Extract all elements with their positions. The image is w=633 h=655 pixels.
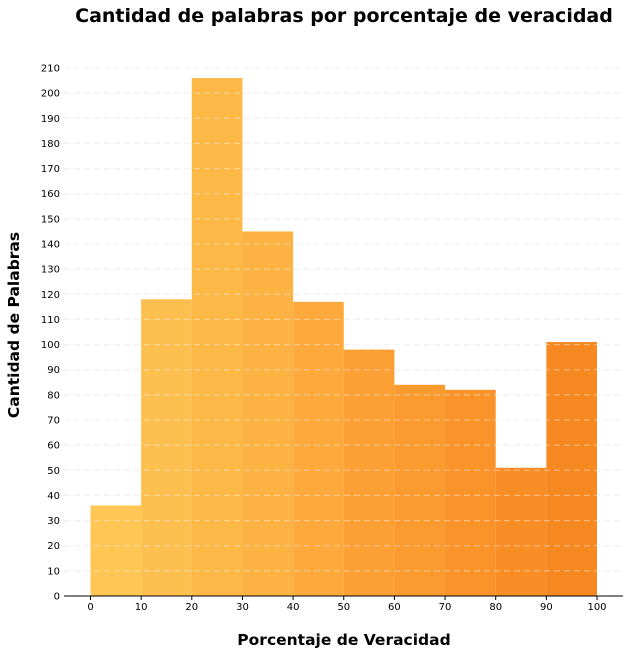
bar-0-10 <box>90 505 142 596</box>
x-tick-label-10: 10 <box>135 602 148 613</box>
x-axis-label: Porcentaje de Veracidad <box>237 631 450 649</box>
y-tick-label-50: 50 <box>47 466 60 477</box>
y-tick-label-210: 210 <box>41 64 60 75</box>
y-axis-label: Cantidad de Palabras <box>5 232 23 418</box>
bar-70-80 <box>445 389 496 596</box>
x-tick-label-70: 70 <box>439 602 452 613</box>
y-tick-label-130: 130 <box>41 265 60 276</box>
x-tick-label-50: 50 <box>337 602 350 613</box>
y-tick-label-10: 10 <box>47 566 60 577</box>
x-tick-label-90: 90 <box>540 602 553 613</box>
axes: 0 10 20 30 40 50 60 70 80 90 100 0 10 20 30 40 50 60 70 80 9… <box>41 64 623 613</box>
y-tick-label-120: 120 <box>41 290 60 301</box>
grid-lines-overlay <box>64 67 623 572</box>
bar-90-100 <box>546 342 597 596</box>
y-tick-label-180: 180 <box>41 139 60 150</box>
bar-30-40 <box>242 231 294 596</box>
y-tick-label-110: 110 <box>41 315 60 326</box>
x-tick-label-0: 0 <box>87 602 93 613</box>
y-tick-label-20: 20 <box>47 541 60 552</box>
y-tick-label-80: 80 <box>47 390 60 401</box>
y-tick-label-100: 100 <box>41 340 60 351</box>
y-tick-label-60: 60 <box>47 441 60 452</box>
y-tick-label-160: 160 <box>41 189 60 200</box>
y-tick-label-140: 140 <box>41 240 60 251</box>
x-tick-label-40: 40 <box>287 602 300 613</box>
x-tick-label-80: 80 <box>489 602 502 613</box>
bar-10-20 <box>141 299 192 596</box>
y-tick-label-30: 30 <box>47 516 60 527</box>
bar-80-90 <box>495 467 547 596</box>
bars <box>90 78 597 597</box>
y-tick-label-150: 150 <box>41 214 60 225</box>
y-tick-label-40: 40 <box>47 491 60 502</box>
x-tick-label-20: 20 <box>185 602 198 613</box>
x-tick-label-30: 30 <box>236 602 249 613</box>
y-tick-label-190: 190 <box>41 114 60 125</box>
y-tick-label-90: 90 <box>47 365 60 376</box>
bar-50-60 <box>343 349 395 596</box>
y-tick-label-0: 0 <box>54 592 60 603</box>
y-tick-label-70: 70 <box>47 416 60 427</box>
bar-60-70 <box>394 384 446 596</box>
x-tick-label-100: 100 <box>587 602 606 613</box>
bar-20-30 <box>191 78 243 597</box>
y-tick-label-200: 200 <box>41 89 60 100</box>
chart-title: Cantidad de palabras por porcentaje de v… <box>75 5 613 27</box>
bar-40-50 <box>293 301 344 596</box>
x-tick-label-60: 60 <box>388 602 401 613</box>
y-tick-label-170: 170 <box>41 164 60 175</box>
